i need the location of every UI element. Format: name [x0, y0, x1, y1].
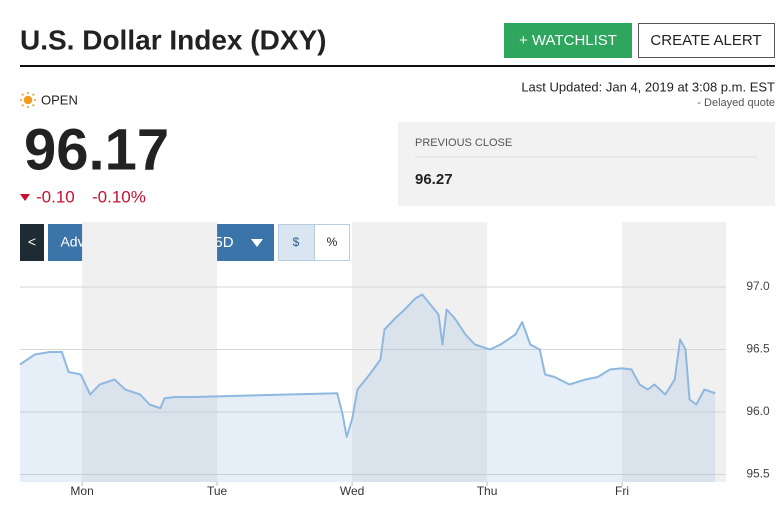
alert-label: CREATE ALERT	[650, 32, 761, 49]
down-arrow	[20, 194, 30, 201]
x-tick-label: Tue	[207, 484, 228, 498]
dollar-mode[interactable]	[278, 224, 315, 261]
previous-close-value: 96.27	[415, 171, 453, 188]
y-tick-label: 96.5	[746, 342, 770, 356]
x-tick-label: Wed	[340, 484, 364, 498]
day-band	[622, 222, 726, 482]
day-band	[352, 222, 488, 482]
price-change: -0.10	[36, 187, 75, 206]
delay-note: - Delayed quote	[697, 97, 775, 109]
watchlist-button[interactable]	[504, 23, 632, 58]
x-tick-label: Mon	[70, 484, 93, 498]
day-band	[82, 222, 218, 482]
alert-button[interactable]	[638, 23, 775, 58]
x-tick-label: Fri	[615, 484, 629, 498]
back-label: <	[28, 234, 36, 250]
last-updated: Last Updated: Jan 4, 2019 at 3:08 p.m. E…	[521, 79, 775, 94]
price: 96.17	[24, 117, 169, 182]
market-status: OPEN	[41, 92, 78, 107]
y-tick-label: 95.5	[746, 467, 770, 481]
page-title: U.S. Dollar Index (DXY)	[20, 24, 327, 55]
sun-icon	[20, 92, 36, 108]
y-tick-label: 97.0	[746, 279, 770, 293]
range-label: 5D	[214, 234, 233, 251]
watchlist-label: + WATCHLIST	[519, 32, 617, 49]
y-tick-label: 96.0	[746, 404, 770, 418]
previous-close-label: PREVIOUS CLOSE	[415, 137, 512, 149]
previous-close-box	[398, 122, 775, 206]
back-button[interactable]	[20, 224, 44, 261]
line	[19, 293, 716, 438]
dollar-label: $	[293, 235, 300, 249]
x-tick-label: Thu	[477, 484, 498, 498]
percent-mode[interactable]	[314, 224, 350, 261]
range-caret	[251, 239, 263, 247]
chart: 95.5 96.0 96.5 97.0 Mon Tue Wed Thu Fri	[19, 222, 770, 498]
area	[20, 294, 716, 482]
percent-change: -0.10%	[92, 187, 146, 206]
percent-label: %	[327, 235, 338, 249]
